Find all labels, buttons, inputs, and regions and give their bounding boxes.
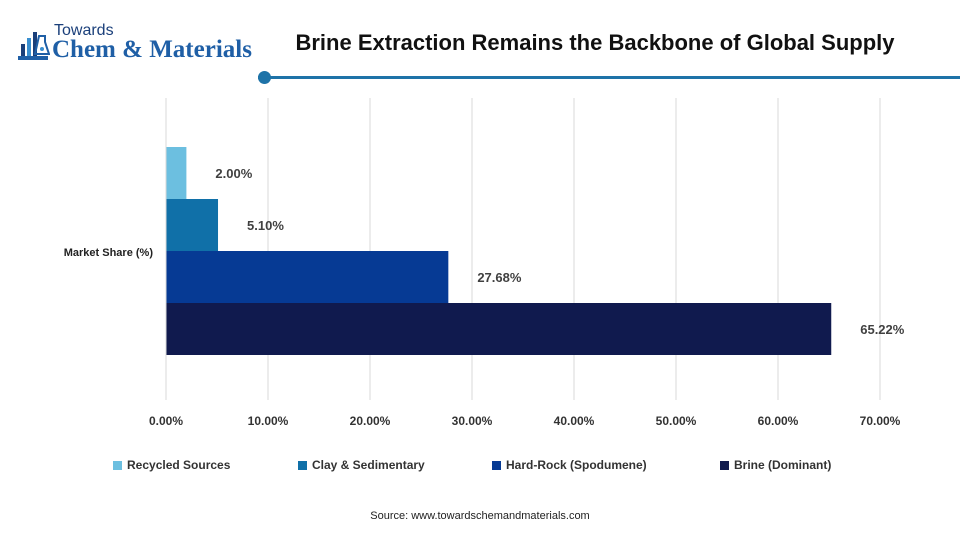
x-tick-label: 30.00%: [452, 414, 493, 428]
x-tick-label: 40.00%: [554, 414, 595, 428]
legend-label: Brine (Dominant): [734, 458, 832, 472]
chart-legend: Recycled Sources Clay & Sedimentary Hard-R…: [0, 458, 960, 478]
legend-swatch: [298, 460, 307, 470]
legend-swatch: [720, 460, 729, 470]
legend-item: Recycled Sources: [113, 458, 230, 472]
bar: [166, 199, 219, 251]
logo-towards-text: Towards: [54, 22, 114, 39]
logo: Towards Chem & Materials: [16, 22, 256, 66]
x-tick-label: 60.00%: [758, 414, 799, 428]
data-label: 5.10%: [247, 218, 284, 233]
legend-label: Hard-Rock (Spodumene): [506, 458, 647, 472]
legend-item: Brine (Dominant): [720, 458, 831, 472]
y-category-label: Market Share (%): [64, 247, 154, 259]
legend-item: Clay & Sedimentary: [298, 458, 425, 472]
x-tick-label: 20.00%: [350, 414, 391, 428]
data-label: 27.68%: [477, 270, 522, 285]
x-tick-label: 70.00%: [860, 414, 901, 428]
legend-swatch: [492, 460, 501, 470]
x-tick-label: 50.00%: [656, 414, 697, 428]
data-label: 65.22%: [860, 322, 905, 337]
legend-swatch: [113, 460, 122, 470]
bar: [166, 251, 449, 303]
bar: [166, 303, 832, 355]
data-label: 2.00%: [215, 166, 252, 181]
x-tick-label: 0.00%: [149, 414, 183, 428]
page-title: Brine Extraction Remains the Backbone of…: [295, 30, 895, 55]
source-note: Source: www.towardschemandmaterials.com: [370, 510, 590, 522]
legend-label: Recycled Sources: [127, 458, 231, 472]
bar: [166, 147, 187, 199]
legend-label: Clay & Sedimentary: [312, 458, 425, 472]
logo-brand-text: Chem & Materials: [52, 36, 252, 63]
legend-item: Hard-Rock (Spodumene): [492, 458, 647, 472]
flask-icon: [18, 32, 50, 60]
x-tick-label: 10.00%: [248, 414, 289, 428]
title-rule: [258, 76, 960, 79]
